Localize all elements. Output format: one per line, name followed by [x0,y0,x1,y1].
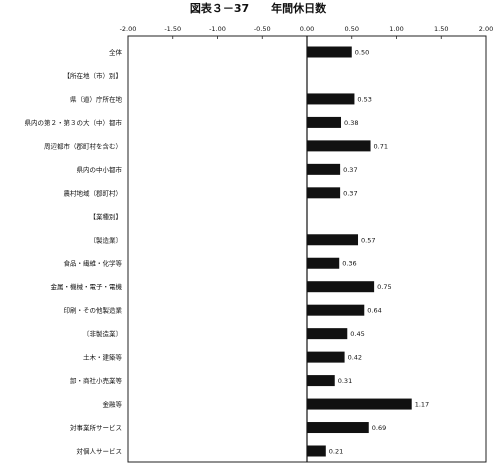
data-label: 0.53 [357,95,371,103]
category-label: 食品・繊維・化学等 [64,259,123,268]
x-tick-label: -1.50 [164,25,181,33]
bar [307,375,335,387]
bar [307,422,369,434]
category-label: 対個人サービス [77,447,123,456]
bar [307,304,365,316]
data-label: 0.21 [329,448,343,456]
category-label: 〔製造業〕 [90,235,123,244]
category-label: 【所在地（市）別】 [64,71,123,80]
data-label: 0.69 [372,424,386,432]
data-label: 0.64 [367,307,381,315]
category-label: 〔非製造業〕 [83,329,122,338]
bar [307,398,412,410]
category-label: 県内の中小都市 [77,165,123,174]
data-label: 0.37 [343,189,357,197]
data-label: 0.71 [374,142,388,150]
x-tick-label: 2.00 [479,25,493,33]
bar [307,234,359,246]
bar [307,445,326,457]
category-label: 土木・建築等 [83,353,123,362]
category-label: 農村地域（郡町村） [64,188,123,197]
category-label: 県内の第２・第３の大（中）都市 [25,118,123,127]
x-tick-label: 1.50 [434,25,448,33]
x-tick-label: -0.50 [254,25,271,33]
category-label: 全体 [109,48,123,57]
x-tick-label: 0.00 [300,25,314,33]
category-labels: 全体【所在地（市）別】県（道）庁所在地県内の第２・第３の大（中）都市周辺都市（郡… [25,48,123,456]
x-tick-label: 1.00 [389,25,403,33]
x-tick-label: -2.00 [120,25,137,33]
category-label: 金属・機械・電子・電機 [51,282,123,291]
bars [307,46,412,457]
category-label: 周辺都市（郡町村を含む） [44,141,122,150]
value-labels: 0.50 0.53 0.38 0.71 0.37 0.37 0.57 0.36 0.75 0.64… [329,49,429,456]
category-label: 金融等 [103,400,123,409]
bar [307,281,375,293]
data-label: 0.45 [350,330,364,338]
data-label: 0.42 [348,354,362,362]
bar [307,46,352,58]
category-label: 【業種別】 [90,212,123,221]
x-tick-label: 0.50 [345,25,359,33]
category-label: 卸・商社小売業等 [70,376,123,385]
data-label: 0.38 [344,119,358,127]
data-label: 0.50 [355,49,369,57]
data-label: 0.57 [361,236,375,244]
data-label: 0.75 [377,283,391,291]
bar [307,116,342,128]
data-label: 0.36 [342,260,356,268]
bar [307,187,341,199]
bar [307,163,341,175]
bar [307,93,355,105]
bar [307,140,371,152]
x-tick-label: -1.00 [209,25,226,33]
data-label: 0.31 [338,377,352,385]
bar [307,351,345,363]
bar [307,257,340,269]
category-label: 県（道）庁所在地 [70,94,123,103]
bar [307,328,348,340]
category-label: 対事業所サービス [70,423,122,432]
chart-title: 図表３－37 年間休日数 [190,1,327,15]
data-label: 0.37 [343,166,357,174]
data-label: 1.17 [415,401,429,409]
category-label: 印刷・その他製造業 [64,306,123,315]
